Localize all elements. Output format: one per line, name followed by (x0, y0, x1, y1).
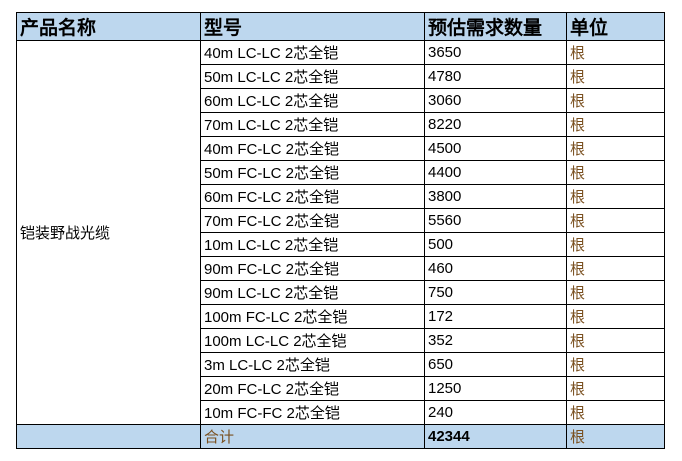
product-name-cell: 铠装野战光缆 (16, 40, 201, 425)
quantity-cell: 172 (424, 304, 567, 329)
unit-cell: 根 (566, 304, 665, 329)
model-cell: 70m FC-LC 2芯全铠 (200, 208, 425, 233)
quantity-cell: 4780 (424, 64, 567, 89)
model-cell: 70m LC-LC 2芯全铠 (200, 112, 425, 137)
model-cell: 60m FC-LC 2芯全铠 (200, 184, 425, 209)
header-row: 产品名称 型号 预估需求数量 单位 (16, 12, 665, 41)
quantity-cell: 352 (424, 328, 567, 353)
model-cell: 90m LC-LC 2芯全铠 (200, 280, 425, 305)
table-row: 60m FC-LC 2芯全铠 3800 根 (17, 184, 665, 209)
quantity-cell: 500 (424, 232, 567, 257)
quantity-cell: 650 (424, 352, 567, 377)
table-row: 50m FC-LC 2芯全铠 4400 根 (17, 160, 665, 185)
unit-cell: 根 (566, 64, 665, 89)
total-quantity: 42344 (424, 424, 567, 449)
table-row: 铠装野战光缆 40m LC-LC 2芯全铠 3650 根 (16, 40, 665, 425)
total-label: 合计 (200, 424, 425, 449)
header-unit: 单位 (566, 12, 665, 41)
unit-cell: 根 (566, 160, 665, 185)
table-row: 20m FC-LC 2芯全铠 1250 根 (17, 376, 665, 401)
table-row: 70m LC-LC 2芯全铠 8220 根 (17, 112, 665, 137)
model-cell: 50m LC-LC 2芯全铠 (200, 64, 425, 89)
total-row: 合计 42344 根 (16, 424, 665, 449)
table-row: 90m LC-LC 2芯全铠 750 根 (17, 280, 665, 305)
quantity-cell: 3800 (424, 184, 567, 209)
quantity-cell: 4400 (424, 160, 567, 185)
unit-cell: 根 (566, 376, 665, 401)
table-row: 10m FC-FC 2芯全铠 240 根 (17, 400, 665, 425)
table-row: 60m LC-LC 2芯全铠 3060 根 (17, 88, 665, 113)
model-cell: 40m FC-LC 2芯全铠 (200, 136, 425, 161)
quantity-cell: 1250 (424, 376, 567, 401)
quantity-cell: 3060 (424, 88, 567, 113)
table-row: 50m LC-LC 2芯全铠 4780 根 (17, 64, 665, 89)
model-cell: 40m LC-LC 2芯全铠 (200, 40, 425, 65)
unit-cell: 根 (566, 112, 665, 137)
table-row: 40m FC-LC 2芯全铠 4500 根 (17, 136, 665, 161)
unit-cell: 根 (566, 88, 665, 113)
total-unit: 根 (566, 424, 665, 449)
unit-cell: 根 (566, 136, 665, 161)
model-cell: 50m FC-LC 2芯全铠 (200, 160, 425, 185)
model-cell: 60m LC-LC 2芯全铠 (200, 88, 425, 113)
quantity-cell: 8220 (424, 112, 567, 137)
unit-cell: 根 (566, 184, 665, 209)
table-row: 100m FC-LC 2芯全铠 172 根 (17, 304, 665, 329)
model-cell: 20m FC-LC 2芯全铠 (200, 376, 425, 401)
unit-cell: 根 (566, 280, 665, 305)
model-cell: 100m FC-LC 2芯全铠 (200, 304, 425, 329)
model-cell: 10m LC-LC 2芯全铠 (200, 232, 425, 257)
header-model: 型号 (200, 12, 425, 41)
model-cell: 90m FC-LC 2芯全铠 (200, 256, 425, 281)
quantity-cell: 460 (424, 256, 567, 281)
quantity-cell: 5560 (424, 208, 567, 233)
header-quantity: 预估需求数量 (424, 12, 567, 41)
model-cell: 10m FC-FC 2芯全铠 (200, 400, 425, 425)
table-row: 70m FC-LC 2芯全铠 5560 根 (17, 208, 665, 233)
header-product-name: 产品名称 (16, 12, 201, 41)
unit-cell: 根 (566, 40, 665, 65)
quantity-cell: 750 (424, 280, 567, 305)
quantity-cell: 4500 (424, 136, 567, 161)
unit-cell: 根 (566, 328, 665, 353)
total-blank-cell (16, 424, 201, 449)
quantity-cell: 3650 (424, 40, 567, 65)
unit-cell: 根 (566, 400, 665, 425)
unit-cell: 根 (566, 232, 665, 257)
unit-cell: 根 (566, 256, 665, 281)
unit-cell: 根 (566, 208, 665, 233)
table-row: 10m LC-LC 2芯全铠 500 根 (17, 232, 665, 257)
demand-table: 产品名称 型号 预估需求数量 单位 铠装野战光缆 40m LC-LC 2芯全铠 36… (16, 12, 665, 449)
model-cell: 3m LC-LC 2芯全铠 (200, 352, 425, 377)
model-cell: 100m LC-LC 2芯全铠 (200, 328, 425, 353)
quantity-cell: 240 (424, 400, 567, 425)
table-row: 90m FC-LC 2芯全铠 460 根 (17, 256, 665, 281)
unit-cell: 根 (566, 352, 665, 377)
